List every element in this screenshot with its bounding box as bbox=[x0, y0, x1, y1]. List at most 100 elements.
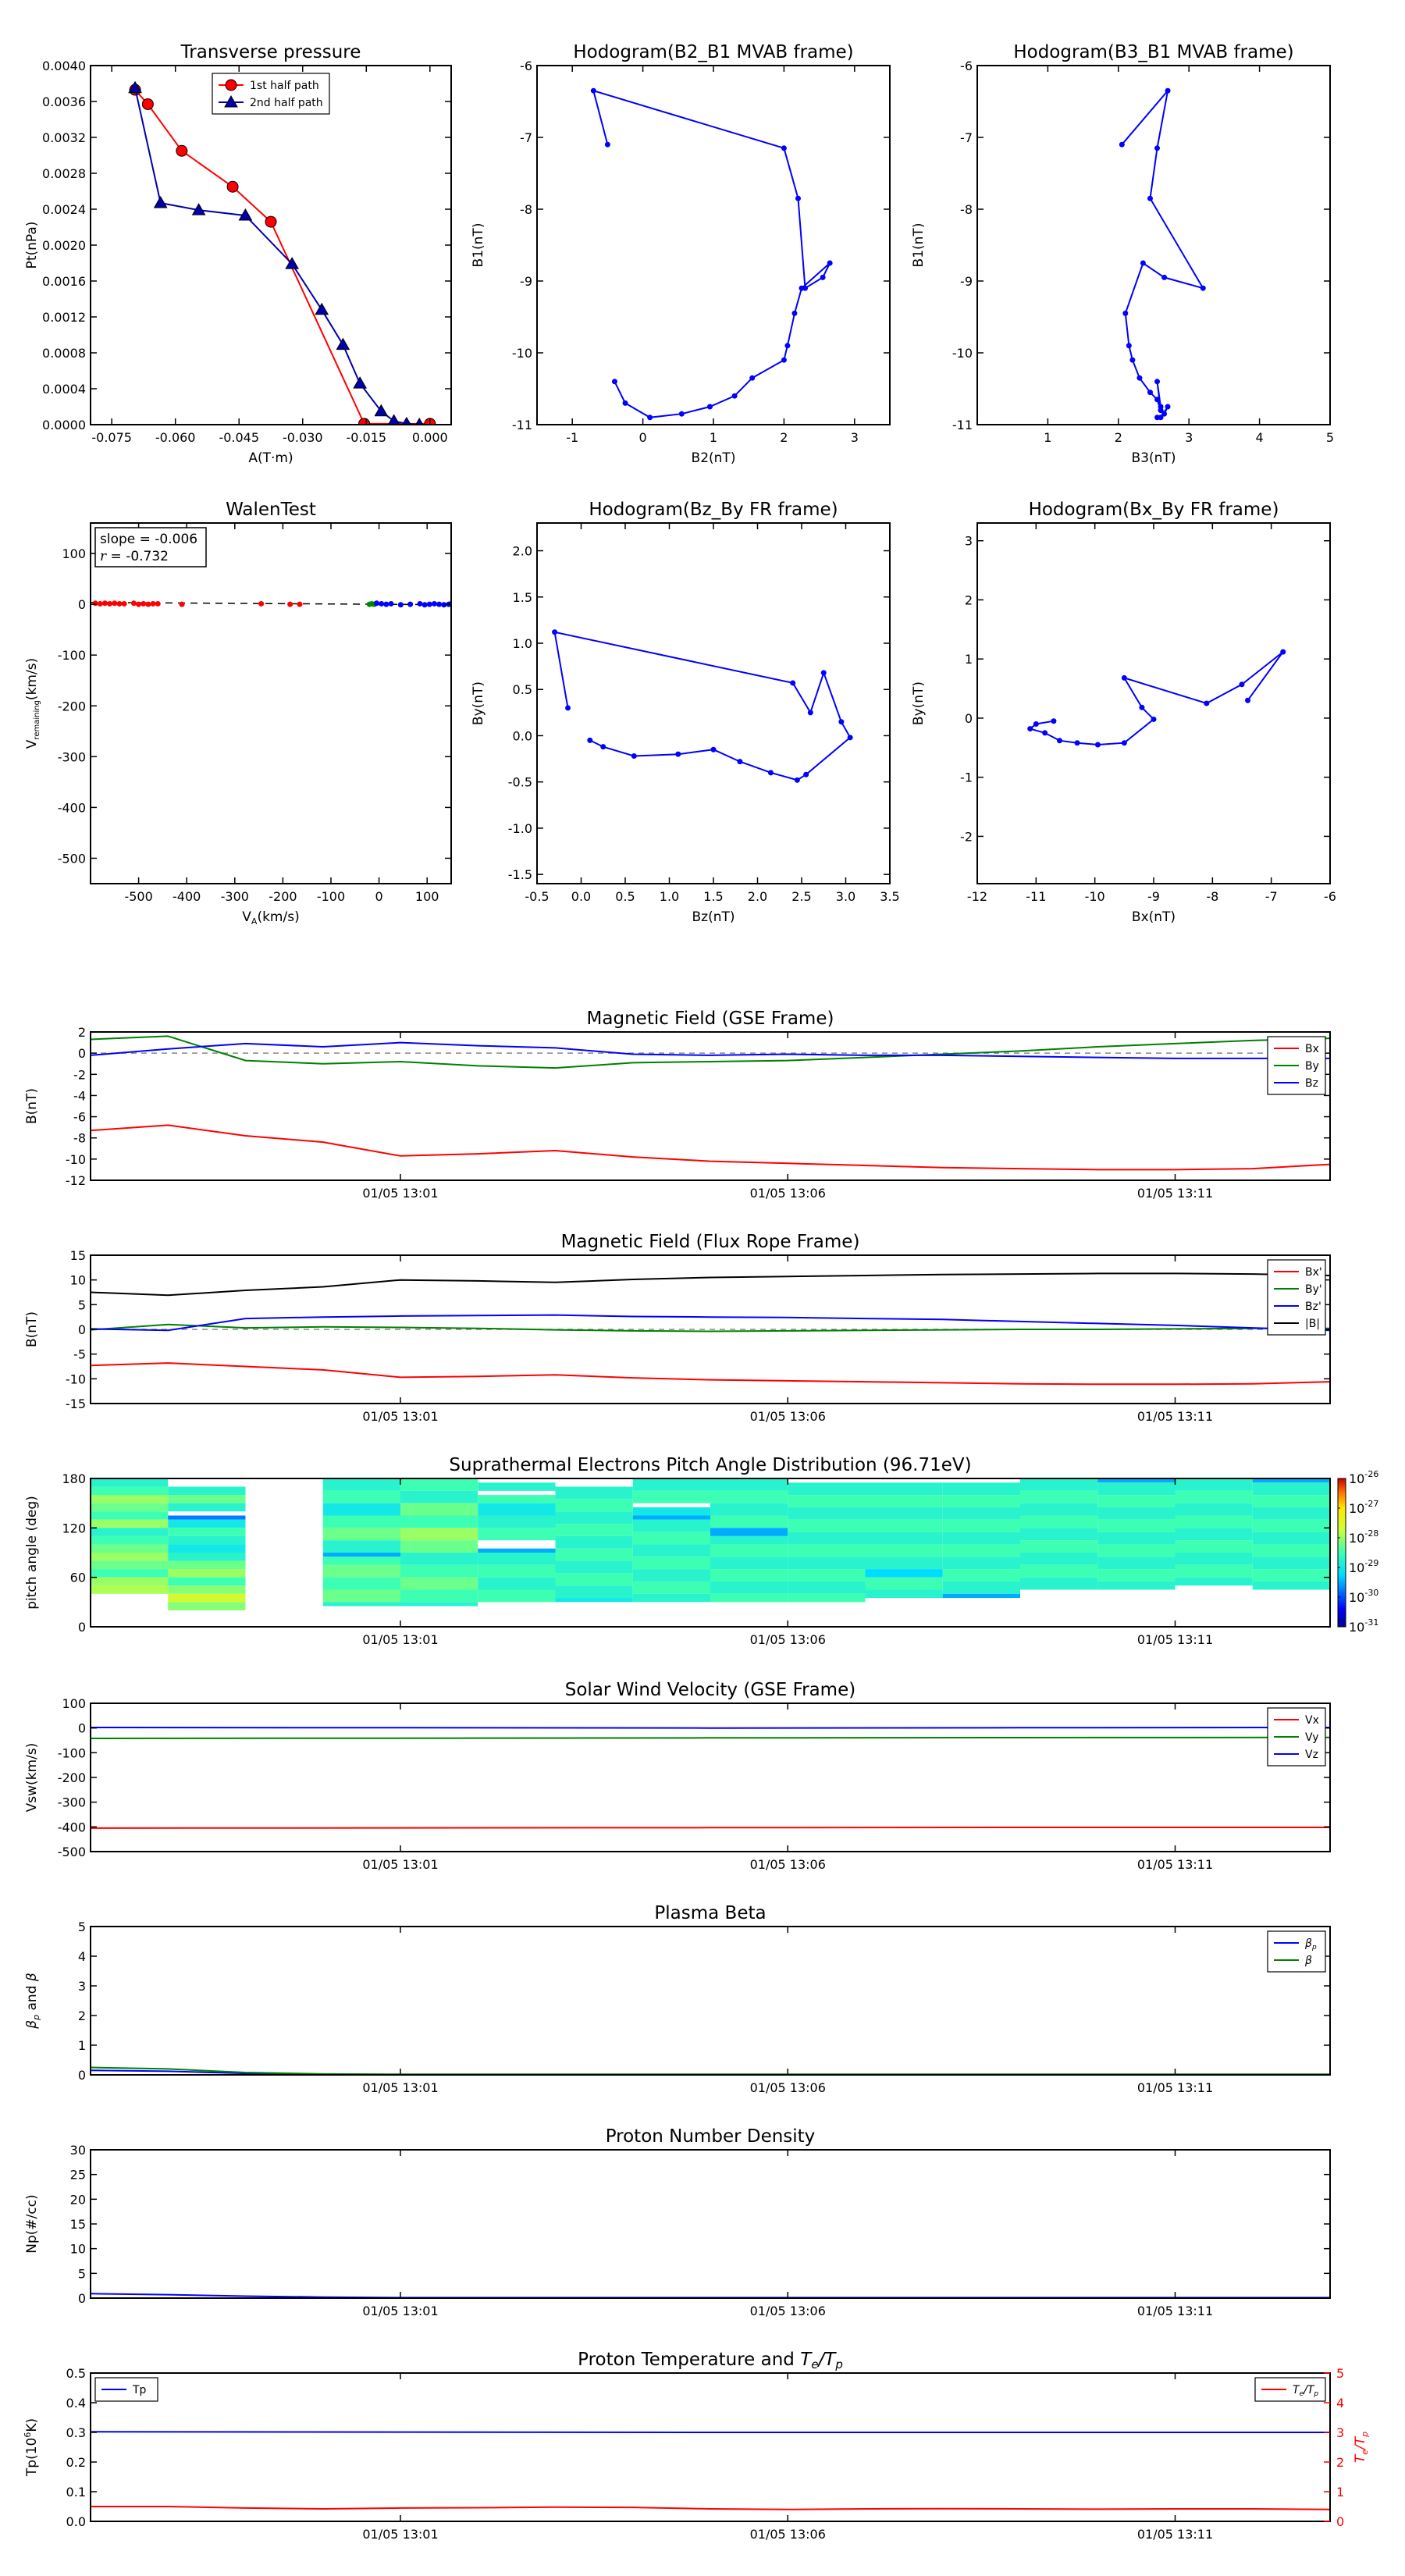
data-point bbox=[353, 376, 368, 389]
x-tick-label: -0.030 bbox=[283, 430, 323, 445]
heatmap-cell bbox=[322, 1557, 400, 1565]
heatmap-cell bbox=[91, 1544, 169, 1553]
y-tick-label: -1.5 bbox=[508, 867, 532, 882]
data-point bbox=[1129, 357, 1136, 363]
y-tick-label: 0.0004 bbox=[42, 382, 86, 397]
heatmap-cell bbox=[1097, 1495, 1176, 1507]
y-tick-label: 0 bbox=[965, 711, 973, 726]
x-tick-label: 01/05 13:11 bbox=[1137, 1632, 1213, 1647]
data-point bbox=[1122, 310, 1129, 316]
data-point bbox=[226, 180, 239, 193]
legend-label: By bbox=[1305, 1060, 1319, 1073]
data-point bbox=[128, 80, 142, 94]
x-tick-label: -500 bbox=[124, 889, 152, 904]
y-tick-label: -100 bbox=[58, 648, 86, 663]
y-tick-label: 3 bbox=[78, 1979, 86, 1994]
x-tick-label: -11 bbox=[1026, 889, 1046, 904]
y-tick-label: 0 bbox=[78, 2068, 86, 2083]
colorbar-tick-label: 10-29 bbox=[1349, 1558, 1378, 1575]
data-point bbox=[238, 208, 253, 221]
data-point bbox=[1165, 404, 1171, 410]
plot-area bbox=[91, 1727, 1330, 1829]
x-tick-label: 01/05 13:11 bbox=[1137, 1409, 1213, 1424]
series-line-B bbox=[91, 1272, 1330, 1297]
y-tick-label: 120 bbox=[62, 1521, 86, 1535]
heatmap-cell bbox=[322, 1553, 400, 1557]
y-tick-label: 100 bbox=[62, 1696, 86, 1711]
series-line-0 bbox=[592, 89, 831, 418]
heatmap-cell bbox=[168, 1528, 246, 1536]
heatmap-cell bbox=[400, 1589, 478, 1603]
chart-hodogram-bz-by: Hodogram(Bz_By FR frame) -0.5 0.0 0.5 1.0 1.5… bbox=[471, 500, 900, 925]
heatmap-cell bbox=[1175, 1528, 1253, 1541]
plot-area bbox=[552, 629, 853, 783]
heatmap-cell bbox=[168, 1503, 246, 1512]
heatmap-cell bbox=[710, 1593, 788, 1603]
heatmap-cell bbox=[168, 1544, 246, 1553]
y2-tick-label: 5 bbox=[1336, 2366, 1344, 2381]
legend-marker bbox=[224, 94, 238, 108]
x-tick-label: 01/05 13:06 bbox=[750, 2080, 826, 2095]
data-point bbox=[590, 87, 596, 94]
heatmap-cell bbox=[555, 1585, 633, 1599]
heatmap-cell bbox=[632, 1593, 710, 1603]
data-point bbox=[1154, 415, 1161, 421]
heatmap-cell bbox=[91, 1478, 169, 1487]
heatmap-cell bbox=[400, 1540, 478, 1553]
data-point bbox=[1147, 390, 1153, 396]
legend-marker bbox=[225, 79, 237, 91]
data-point bbox=[92, 600, 98, 607]
y-tick-label: 0.0032 bbox=[42, 130, 86, 145]
series-line-By bbox=[91, 1035, 1330, 1069]
y-tick-label: 0.0040 bbox=[42, 59, 86, 73]
heatmap-cell bbox=[788, 1532, 866, 1545]
x-tick-label: -0.060 bbox=[155, 430, 196, 445]
data-point bbox=[1119, 141, 1125, 148]
heatmap-cell bbox=[710, 1569, 788, 1582]
heatmap-cell bbox=[478, 1515, 556, 1528]
heatmap-cell bbox=[788, 1581, 866, 1594]
y2-axis-label: Te/Tp bbox=[1353, 2432, 1370, 2463]
data-point bbox=[431, 600, 437, 607]
heatmap-cell bbox=[942, 1569, 1020, 1582]
y-tick-label: 100 bbox=[62, 546, 86, 561]
heatmap-cell bbox=[1252, 1495, 1330, 1507]
y-tick-label: -4 bbox=[73, 1088, 86, 1103]
heatmap-cell bbox=[478, 1564, 556, 1578]
x-tick-label: 1 bbox=[710, 430, 717, 445]
y-tick-label: -10 bbox=[66, 1152, 86, 1167]
heatmap-cell bbox=[1097, 1544, 1176, 1557]
colorbar bbox=[1337, 1478, 1346, 1628]
y-tick-label: -11 bbox=[952, 418, 973, 432]
heatmap-cell bbox=[168, 1585, 246, 1594]
y-tick-label: 0 bbox=[78, 1046, 86, 1061]
legend-label: Bx bbox=[1305, 1043, 1319, 1055]
heatmap-cell bbox=[168, 1593, 246, 1603]
colorbar-tick-label: 10-30 bbox=[1349, 1588, 1378, 1605]
heatmap-cell bbox=[632, 1557, 710, 1570]
y-tick-label: -11 bbox=[512, 418, 532, 432]
legend-label: Tp bbox=[132, 2384, 147, 2396]
x-tick-label: 01/05 13:11 bbox=[1137, 1857, 1213, 1872]
x-tick-label: 2 bbox=[1115, 430, 1122, 445]
y-tick-label: -500 bbox=[58, 1845, 86, 1859]
x-axis-label: VA(km/s) bbox=[242, 909, 299, 927]
y-tick-label: 0 bbox=[78, 597, 86, 612]
data-point bbox=[155, 600, 161, 607]
y-tick-label: -200 bbox=[58, 1770, 86, 1785]
heatmap-cell bbox=[322, 1528, 400, 1541]
series-line-0 bbox=[1121, 87, 1205, 418]
heatmap-cell bbox=[1020, 1490, 1098, 1503]
y-tick-label: 2 bbox=[78, 1025, 86, 1040]
data-point bbox=[587, 737, 593, 743]
chart-proton-density: Proton Number Density 01/05 13:01 01/05 13… bbox=[24, 2126, 1331, 2318]
y-tick-label: 5 bbox=[78, 2266, 86, 2281]
data-point bbox=[1151, 716, 1157, 722]
data-point bbox=[552, 629, 558, 635]
heatmap-cell bbox=[1252, 1478, 1330, 1483]
heatmap-cell bbox=[788, 1557, 866, 1570]
x-tick-label: 1 bbox=[1044, 430, 1051, 445]
x-tick-label: 3.0 bbox=[836, 889, 855, 904]
data-point bbox=[441, 602, 447, 608]
